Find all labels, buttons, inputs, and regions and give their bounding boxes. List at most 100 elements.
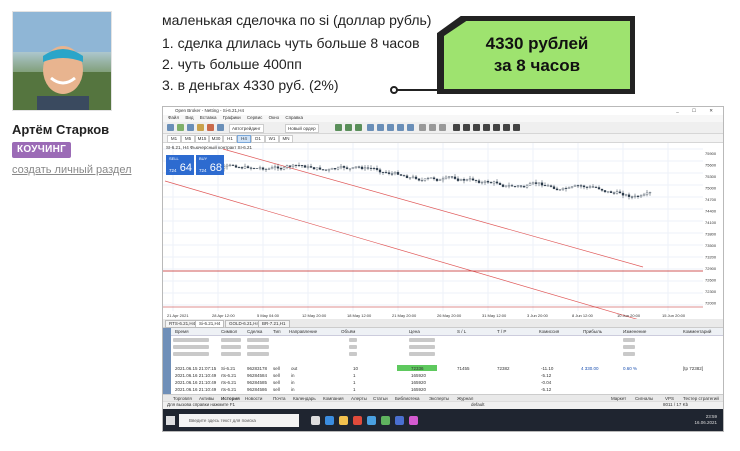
timeframe-d1[interactable]: D1 <box>251 135 265 143</box>
col-profit[interactable]: Прибыль <box>583 329 603 334</box>
autoscroll-icon[interactable] <box>397 124 404 131</box>
horizontal-line-icon[interactable] <box>483 124 490 131</box>
price-chart[interactable]: 75900 75600 75300 75000 74700 74400 74100 73800… <box>163 143 724 319</box>
chart-tab[interactable]: BR-7.21,H1 <box>258 320 290 328</box>
table-row-blurred[interactable] <box>171 337 723 343</box>
tab-company[interactable]: Компания <box>323 396 344 401</box>
line-chart-icon[interactable] <box>355 124 362 131</box>
tab-calendar[interactable]: Календарь <box>293 396 316 401</box>
zoom-out-icon[interactable] <box>377 124 384 131</box>
price-chart-canvas[interactable]: 75900 75600 75300 75000 74700 74400 74100 73800… <box>163 143 724 319</box>
text-icon[interactable] <box>513 124 520 131</box>
tab-strategy-tester[interactable]: Тестер стратегий <box>683 396 719 401</box>
crosshair-icon[interactable] <box>463 124 470 131</box>
app-icon[interactable] <box>409 416 418 425</box>
tab-journal[interactable]: Журнал <box>457 396 474 401</box>
col-change[interactable]: Изменение <box>623 329 647 334</box>
yandex-icon[interactable] <box>353 416 362 425</box>
app-icon[interactable] <box>381 416 390 425</box>
table-row[interactable]: 2021.06.16 21:10:49 rts-6.21 96284584 se… <box>171 372 723 378</box>
task-view-icon[interactable] <box>311 416 320 425</box>
chart-shift-icon[interactable] <box>407 124 414 131</box>
timeframe-h1[interactable]: H1 <box>223 135 237 143</box>
explorer-icon[interactable] <box>339 416 348 425</box>
window-controls[interactable]: _ ☐ ✕ <box>676 108 719 113</box>
col-direction[interactable]: Направление <box>289 329 318 334</box>
col-volume[interactable]: Объём <box>341 329 356 334</box>
menu-item[interactable]: Окно <box>268 115 280 120</box>
buy-button[interactable]: BUY 724 68 <box>196 155 224 175</box>
new-order-button[interactable]: Новый ордер <box>285 124 319 133</box>
tab-experts[interactable]: Эксперты <box>429 396 450 401</box>
timeframe-m30[interactable]: M30 <box>209 135 223 143</box>
menu-item[interactable]: Справка <box>285 115 303 120</box>
timeframe-h4[interactable]: H4 <box>237 135 251 143</box>
menu-item[interactable]: Вставка <box>199 115 217 120</box>
col-symbol[interactable]: Символ <box>221 329 238 334</box>
vertical-line-icon[interactable] <box>473 124 480 131</box>
timeframe-m1[interactable]: M1 <box>167 135 181 143</box>
create-section-link[interactable]: создать личный раздел <box>12 164 132 176</box>
toolbox-side-handle[interactable] <box>163 328 171 398</box>
cursor-icon[interactable] <box>453 124 460 131</box>
table-row-blurred[interactable] <box>171 351 723 357</box>
col-commission[interactable]: Комиссия <box>539 329 560 334</box>
profiles-icon[interactable] <box>177 124 184 131</box>
grid-icon[interactable] <box>387 124 394 131</box>
candle-chart-icon[interactable] <box>345 124 352 131</box>
menu-item[interactable]: Файл <box>168 115 180 120</box>
col-type[interactable]: Тип <box>273 329 281 334</box>
tab-news[interactable]: Новости <box>245 396 263 401</box>
system-tray[interactable]: 23:59 16.06.2021 <box>694 414 717 426</box>
author-name[interactable]: Артём Старков <box>12 122 110 137</box>
indicators-icon[interactable] <box>419 124 426 131</box>
tab-mail[interactable]: Почта <box>273 396 286 401</box>
autotrade-button[interactable]: Автотрейдинг <box>229 124 264 133</box>
tab-history[interactable]: История <box>221 396 240 401</box>
table-row[interactable]: 2021.06.15 21:07:15 Si-6.21 96283178 sel… <box>171 365 723 371</box>
table-row[interactable]: 2021.06.16 21:10:49 rts-6.21 96284586 se… <box>171 386 723 392</box>
table-row[interactable]: 2021.06.16 21:10:49 rts-6.21 96284585 se… <box>171 379 723 385</box>
timeframe-m15[interactable]: M15 <box>195 135 209 143</box>
terminal-icon[interactable] <box>207 124 214 131</box>
trendline-icon[interactable] <box>493 124 500 131</box>
templates-icon[interactable] <box>429 124 436 131</box>
tab-signals[interactable]: Сигналы <box>635 396 654 401</box>
author-avatar[interactable] <box>12 11 112 111</box>
col-time[interactable]: Время <box>175 329 189 334</box>
terminal-screenshot[interactable]: Open Broker - Netting - Si-6.21,H4 _ ☐ ✕… <box>162 106 724 432</box>
tab-vps[interactable]: VPS <box>665 396 675 401</box>
chart-tab-active[interactable]: Si-6.21,H4 <box>195 320 225 328</box>
tester-icon[interactable] <box>217 124 224 131</box>
taskbar-search-input[interactable]: Введите здесь текст для поиска <box>179 414 299 427</box>
market-watch-icon[interactable] <box>187 124 194 131</box>
col-price[interactable]: Цена <box>409 329 420 334</box>
navigator-icon[interactable] <box>197 124 204 131</box>
tab-trade[interactable]: Торговля <box>173 396 192 401</box>
tab-articles[interactable]: Статьи <box>373 396 388 401</box>
tab-assets[interactable]: Активы <box>199 396 215 401</box>
col-sl[interactable]: S / L <box>457 329 467 334</box>
timeframe-mn[interactable]: MN <box>279 135 293 143</box>
timeframe-w1[interactable]: W1 <box>265 135 279 143</box>
col-deal[interactable]: Сделка <box>247 329 263 334</box>
periods-icon[interactable] <box>439 124 446 131</box>
menu-item[interactable]: Графики <box>222 115 241 120</box>
tab-library[interactable]: Библиотека <box>395 396 420 401</box>
windows-start-icon[interactable] <box>166 416 175 425</box>
sell-button[interactable]: SELL 724 64 <box>166 155 194 175</box>
bar-chart-icon[interactable] <box>335 124 342 131</box>
channel-icon[interactable] <box>503 124 510 131</box>
table-row-blurred[interactable] <box>171 344 723 350</box>
terminal-app-icon[interactable] <box>395 416 404 425</box>
menu-item[interactable]: Вид <box>185 115 194 120</box>
edge-icon[interactable] <box>325 416 334 425</box>
telegram-icon[interactable] <box>367 416 376 425</box>
tab-alerts[interactable]: Алерты <box>351 396 367 401</box>
new-chart-icon[interactable] <box>167 124 174 131</box>
col-tp[interactable]: T / P <box>497 329 507 334</box>
tab-market[interactable]: Маркет <box>611 396 627 401</box>
timeframe-m5[interactable]: M5 <box>181 135 195 143</box>
zoom-in-icon[interactable] <box>367 124 374 131</box>
menu-item[interactable]: Сервис <box>246 115 263 120</box>
